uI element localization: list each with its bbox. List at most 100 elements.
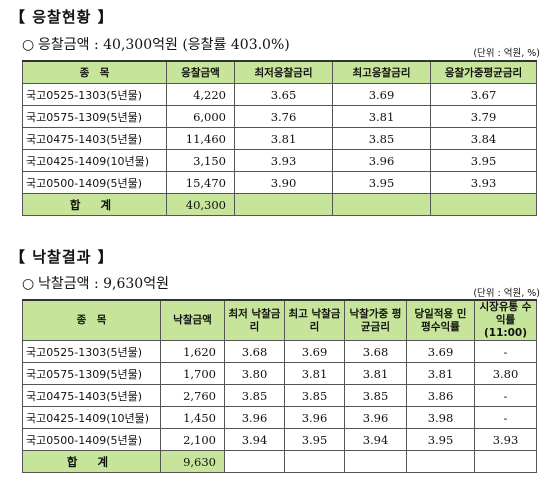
total-amount: 40,300 [166,193,235,216]
section1-title: 【 응찰현황 】 [10,8,114,26]
table-row: 국고0500-1409(5년물) 2,100 3.94 3.95 3.94 3.… [22,428,537,451]
issue-name: 국고0575-1309(5년물) [22,362,161,385]
min-rate: 3.85 [224,384,285,407]
minpyeong-yield: 3.86 [406,384,475,407]
total-label: 합 계 [22,450,161,473]
avg-rate: 3.84 [430,127,537,150]
section1-summary: ○ 응찰금액 : 40,300억원 (응찰률 403.0%) [22,34,290,54]
empty-cell [344,450,407,473]
issue-name: 국고0500-1409(5년물) [22,428,161,451]
min-rate: 3.81 [234,127,333,150]
max-rate: 3.69 [332,83,431,106]
section2-summary-text: 낙찰금액 : 9,630억원 [38,276,169,292]
table-row: 국고0575-1309(5년물) 1,700 3.80 3.81 3.81 3.… [22,362,537,385]
col-header-market-yield: 시장유통 수익률 (11:00) [474,299,537,341]
table-row: 국고0475-1403(5년물) 11,460 3.81 3.85 3.84 [22,127,537,150]
section2-unit: (단위 : 억원, %) [473,288,540,299]
table-header-row: 종 목 응찰금액 최저응찰금리 최고응찰금리 응찰가중평균금리 [22,60,537,84]
award-amount: 1,700 [160,362,225,385]
empty-cell [224,450,285,473]
table-header-row: 종 목 낙찰금액 최저 낙찰금리 최고 낙찰금리 낙찰가중 평균금리 당일적용 … [22,299,537,341]
empty-cell [234,193,333,216]
min-rate: 3.94 [224,428,285,451]
empty-cell [406,450,475,473]
market-yield: 3.93 [474,428,537,451]
minpyeong-yield: 3.81 [406,362,475,385]
min-rate: 3.76 [234,105,333,128]
col-header-issue: 종 목 [22,60,167,84]
col-header-minpyeong-yield: 당일적용 민평수익률 [406,299,475,341]
market-yield: - [474,406,537,429]
issue-name: 국고0425-1409(10년물) [22,406,161,429]
min-rate: 3.65 [234,83,333,106]
issue-name: 국고0500-1409(5년물) [22,171,167,194]
avg-rate: 3.85 [344,384,407,407]
bullet-icon: ○ [22,37,35,53]
col-header-min-rate: 최저응찰금리 [234,60,333,84]
table-row: 국고0425-1409(10년물) 1,450 3.96 3.96 3.96 3… [22,406,537,429]
min-rate: 3.93 [234,149,333,172]
section1-unit: (단위 : 억원, %) [473,48,540,59]
table-row: 국고0525-1303(5년물) 4,220 3.65 3.69 3.67 [22,83,537,106]
total-label: 합 계 [22,193,167,216]
market-yield: 3.80 [474,362,537,385]
col-header-min-rate: 최저 낙찰금리 [224,299,285,341]
section2-title: 【 낙찰결과 】 [10,248,114,266]
table-row: 국고0575-1309(5년물) 6,000 3.76 3.81 3.79 [22,105,537,128]
col-header-amount: 낙찰금액 [160,299,225,341]
issue-name: 국고0575-1309(5년물) [22,105,167,128]
table-row: 국고0500-1409(5년물) 15,470 3.90 3.95 3.93 [22,171,537,194]
issue-name: 국고0425-1409(10년물) [22,149,167,172]
max-rate: 3.85 [332,127,431,150]
bid-status-table: 종 목 응찰금액 최저응찰금리 최고응찰금리 응찰가중평균금리 국고0525-1… [22,60,537,216]
empty-cell [474,450,537,473]
empty-cell [284,450,345,473]
bid-amount: 11,460 [166,127,235,150]
avg-rate: 3.81 [344,362,407,385]
col-header-max-rate: 최고응찰금리 [332,60,431,84]
award-amount: 1,450 [160,406,225,429]
minpyeong-yield: 3.98 [406,406,475,429]
max-rate: 3.81 [284,362,345,385]
minpyeong-yield: 3.69 [406,340,475,363]
total-amount: 9,630 [160,450,225,473]
min-rate: 3.68 [224,340,285,363]
issue-name: 국고0475-1403(5년물) [22,127,167,150]
issue-name: 국고0525-1303(5년물) [22,83,167,106]
section2-summary: ○ 낙찰금액 : 9,630억원 [22,273,169,293]
auction-result-table: 종 목 낙찰금액 최저 낙찰금리 최고 낙찰금리 낙찰가중 평균금리 당일적용 … [22,299,537,473]
bid-amount: 6,000 [166,105,235,128]
max-rate: 3.95 [284,428,345,451]
min-rate: 3.90 [234,171,333,194]
bullet-icon: ○ [22,276,35,292]
col-header-max-rate: 최고 낙찰금리 [284,299,345,341]
issue-name: 국고0475-1403(5년물) [22,384,161,407]
award-amount: 2,100 [160,428,225,451]
bid-amount: 15,470 [166,171,235,194]
col-header-avg-rate: 낙찰가중 평균금리 [344,299,407,341]
col-header-avg-rate: 응찰가중평균금리 [430,60,537,84]
min-rate: 3.96 [224,406,285,429]
table-row: 국고0475-1403(5년물) 2,760 3.85 3.85 3.85 3.… [22,384,537,407]
market-yield: - [474,340,537,363]
max-rate: 3.96 [332,149,431,172]
max-rate: 3.96 [284,406,345,429]
max-rate: 3.95 [332,171,431,194]
col-header-amount: 응찰금액 [166,60,235,84]
avg-rate: 3.79 [430,105,537,128]
min-rate: 3.80 [224,362,285,385]
empty-cell [430,193,537,216]
bid-amount: 3,150 [166,149,235,172]
award-amount: 2,760 [160,384,225,407]
avg-rate: 3.96 [344,406,407,429]
table-row: 국고0425-1409(10년물) 3,150 3.93 3.96 3.95 [22,149,537,172]
issue-name: 국고0525-1303(5년물) [22,340,161,363]
avg-rate: 3.95 [430,149,537,172]
minpyeong-yield: 3.95 [406,428,475,451]
avg-rate: 3.68 [344,340,407,363]
award-amount: 1,620 [160,340,225,363]
max-rate: 3.85 [284,384,345,407]
empty-cell [332,193,431,216]
max-rate: 3.69 [284,340,345,363]
total-row: 합 계 40,300 [22,193,537,216]
